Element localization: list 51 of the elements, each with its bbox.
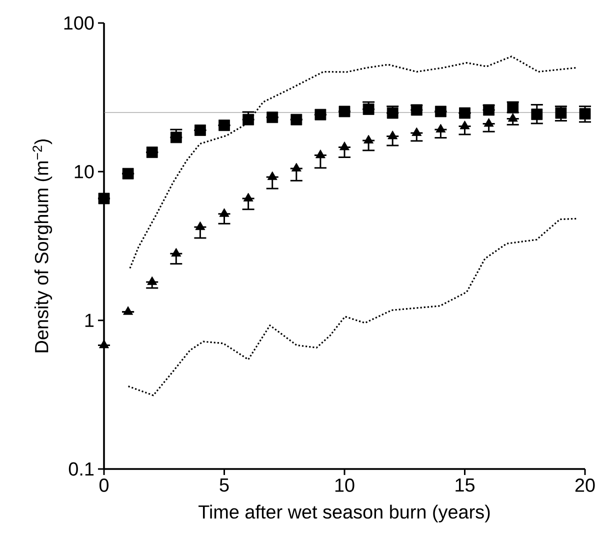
- point: [459, 107, 470, 119]
- y-tick-label: 0.1: [68, 462, 94, 476]
- point: [388, 130, 398, 140]
- point: [195, 221, 206, 230]
- line-series: [127, 218, 578, 396]
- point: [436, 124, 446, 133]
- point: [242, 114, 254, 126]
- point: [122, 168, 134, 180]
- point: [508, 113, 518, 122]
- point: [170, 132, 182, 144]
- x-axis-title: Time after wet season burn (years): [198, 504, 490, 522]
- point: [219, 208, 230, 217]
- point: [555, 107, 567, 119]
- y-tick-label: 1: [85, 314, 94, 327]
- point: [171, 248, 182, 257]
- point: [386, 107, 398, 119]
- point: [290, 114, 302, 126]
- y-axis-title: Density of Sorghum (m$^{−2}$): [32, 139, 52, 352]
- point: [435, 106, 446, 118]
- point: [315, 150, 326, 158]
- point: [412, 127, 422, 136]
- point: [243, 192, 254, 202]
- point: [314, 108, 326, 120]
- point: [147, 276, 158, 285]
- x-tick-label: 0: [99, 478, 109, 492]
- point: [364, 134, 374, 144]
- point: [362, 104, 374, 115]
- y-tick-label: 10: [74, 164, 94, 178]
- point: [146, 146, 158, 158]
- point: [338, 106, 350, 118]
- point: [123, 306, 134, 315]
- point: [531, 108, 543, 120]
- point: [218, 120, 230, 132]
- x-tick-label: 10: [335, 478, 354, 492]
- point: [267, 171, 278, 180]
- point: [410, 104, 422, 116]
- point: [483, 104, 495, 116]
- line-series: [129, 56, 578, 270]
- x-tick-label: 5: [220, 478, 229, 492]
- point: [98, 192, 110, 204]
- x-tick-label: 15: [456, 478, 474, 492]
- point: [99, 340, 109, 348]
- y-tick-label: 100: [64, 16, 94, 30]
- point: [340, 142, 350, 150]
- point: [484, 118, 494, 127]
- point: [291, 162, 302, 172]
- point: [266, 112, 278, 124]
- point: [579, 108, 591, 120]
- point: [194, 124, 206, 136]
- x-tick-label: 20: [575, 478, 595, 492]
- point: [460, 120, 470, 130]
